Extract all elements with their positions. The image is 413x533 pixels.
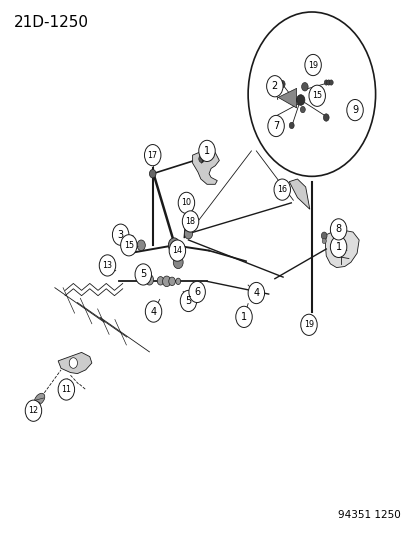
Circle shape (198, 155, 204, 163)
Circle shape (289, 122, 294, 128)
Polygon shape (278, 88, 296, 108)
Circle shape (135, 264, 151, 285)
Circle shape (330, 219, 346, 240)
Circle shape (321, 238, 325, 244)
Circle shape (162, 276, 171, 287)
Circle shape (328, 80, 332, 85)
Circle shape (296, 95, 304, 106)
Text: 16: 16 (277, 185, 287, 194)
Text: 19: 19 (307, 61, 317, 69)
Circle shape (149, 169, 156, 178)
Text: 17: 17 (147, 151, 157, 160)
Circle shape (99, 255, 115, 276)
Circle shape (301, 83, 307, 91)
Circle shape (173, 256, 183, 269)
Text: 15: 15 (311, 91, 321, 100)
Text: 7: 7 (272, 121, 278, 131)
Circle shape (299, 107, 304, 113)
Text: 2: 2 (271, 81, 277, 91)
Circle shape (198, 140, 215, 161)
Text: 94351 1250: 94351 1250 (337, 510, 399, 520)
Circle shape (346, 100, 362, 120)
Circle shape (120, 235, 137, 256)
Circle shape (157, 277, 164, 285)
Text: 1: 1 (240, 312, 247, 322)
Circle shape (178, 192, 194, 214)
Circle shape (320, 232, 326, 239)
Circle shape (308, 85, 325, 107)
Circle shape (168, 238, 179, 253)
Text: 11: 11 (61, 385, 71, 394)
Polygon shape (289, 179, 309, 209)
Text: 10: 10 (181, 198, 191, 207)
Circle shape (273, 179, 290, 200)
Circle shape (247, 282, 264, 304)
Circle shape (69, 358, 77, 368)
Circle shape (144, 144, 161, 166)
Circle shape (279, 80, 285, 88)
Circle shape (137, 240, 145, 251)
Circle shape (266, 76, 282, 97)
Text: 4: 4 (150, 306, 156, 317)
Polygon shape (58, 352, 92, 374)
Text: 5: 5 (140, 270, 146, 279)
Text: 12: 12 (28, 406, 38, 415)
Circle shape (304, 54, 320, 76)
Circle shape (300, 314, 316, 335)
Polygon shape (192, 150, 219, 184)
Text: 14: 14 (172, 246, 182, 255)
Text: 4: 4 (253, 288, 259, 298)
Circle shape (323, 114, 328, 121)
Circle shape (323, 80, 328, 85)
Text: 9: 9 (351, 105, 357, 115)
Circle shape (169, 240, 185, 261)
Circle shape (145, 274, 153, 285)
Text: 21D-1250: 21D-1250 (14, 14, 88, 30)
Circle shape (180, 290, 196, 312)
Polygon shape (325, 229, 358, 268)
Circle shape (182, 211, 198, 232)
Circle shape (58, 379, 74, 400)
Circle shape (326, 80, 330, 85)
Circle shape (145, 301, 161, 322)
Text: 1: 1 (335, 242, 341, 252)
Circle shape (184, 228, 192, 239)
Text: 8: 8 (335, 224, 341, 235)
Text: 18: 18 (185, 217, 195, 226)
Circle shape (188, 281, 205, 303)
Ellipse shape (34, 393, 45, 405)
Text: 3: 3 (117, 230, 123, 240)
Text: 13: 13 (102, 261, 112, 270)
Circle shape (112, 224, 128, 245)
Text: 6: 6 (194, 287, 200, 297)
Circle shape (330, 236, 346, 257)
Text: 19: 19 (303, 320, 313, 329)
Circle shape (25, 400, 42, 421)
Text: 15: 15 (123, 241, 134, 250)
Text: 5: 5 (185, 296, 191, 306)
Circle shape (176, 278, 180, 285)
Circle shape (235, 306, 252, 327)
Circle shape (267, 115, 284, 136)
Text: 1: 1 (204, 146, 209, 156)
Circle shape (169, 277, 175, 286)
